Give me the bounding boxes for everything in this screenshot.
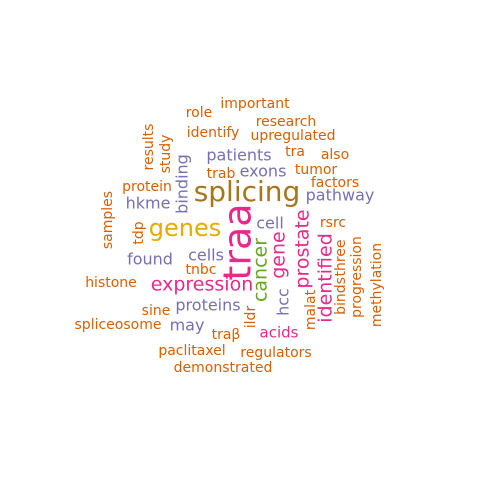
word-sine: sine [142, 303, 171, 319]
word-tnbc: tnbc [186, 262, 217, 278]
word-exons: exons [240, 162, 287, 181]
word-binds: binds [333, 277, 349, 315]
word-spliceosome: spliceosome [75, 317, 162, 333]
word-found: found [127, 250, 173, 269]
word-cells: cells [188, 246, 224, 265]
word-also: also [321, 147, 349, 163]
word-demonstrated: demonstrated [174, 360, 273, 376]
word-expression: expression [151, 274, 254, 296]
word-gene: gene [268, 231, 290, 278]
word-upregulated: upregulated [250, 128, 335, 144]
word-tumor: tumor [295, 162, 338, 178]
word-three: three [333, 239, 349, 276]
word-may: may [170, 316, 205, 335]
word-rsrc: rsrc [320, 215, 346, 231]
word-paclitaxel: paclitaxel [158, 343, 225, 359]
word-progression: progression [349, 236, 365, 318]
word-cell: cell [256, 214, 284, 233]
word-hcc: hcc [274, 288, 293, 316]
word-regulators: regulators [240, 345, 311, 361]
word-samples: samples [100, 191, 116, 249]
word-results: results [141, 124, 157, 171]
word-patients: patients [206, 146, 271, 165]
word-methylation: methylation [369, 243, 385, 327]
word-histone: histone [85, 275, 137, 291]
word-tra: traβ [212, 327, 241, 343]
word-acids: acids [260, 324, 299, 342]
word-splicing: splicing [194, 175, 301, 208]
word-binding: binding [173, 154, 192, 214]
word-malat: malat [303, 289, 319, 330]
word-genes: genes [149, 214, 221, 242]
word-protein: protein [122, 179, 172, 195]
word-factors: factors [311, 175, 359, 191]
word-trab: trab [207, 166, 236, 182]
word-tra: tra [285, 144, 305, 160]
word-research: research [256, 114, 317, 130]
word-traa: traa [216, 203, 260, 280]
word-important: important [220, 96, 290, 112]
word-prostate: prostate [292, 209, 314, 288]
word-proteins: proteins [175, 296, 240, 315]
word-study: study [158, 135, 174, 174]
word-identify: identify [187, 125, 240, 141]
word-tdp: tdp [131, 221, 147, 244]
word-identified: identified [315, 233, 337, 323]
word-ildr: ildr [243, 306, 259, 329]
word-cancer: cancer [250, 238, 272, 302]
word-hkme: hkme [126, 194, 171, 213]
word-pathway: pathway [306, 186, 375, 205]
word-role: role [186, 105, 213, 121]
